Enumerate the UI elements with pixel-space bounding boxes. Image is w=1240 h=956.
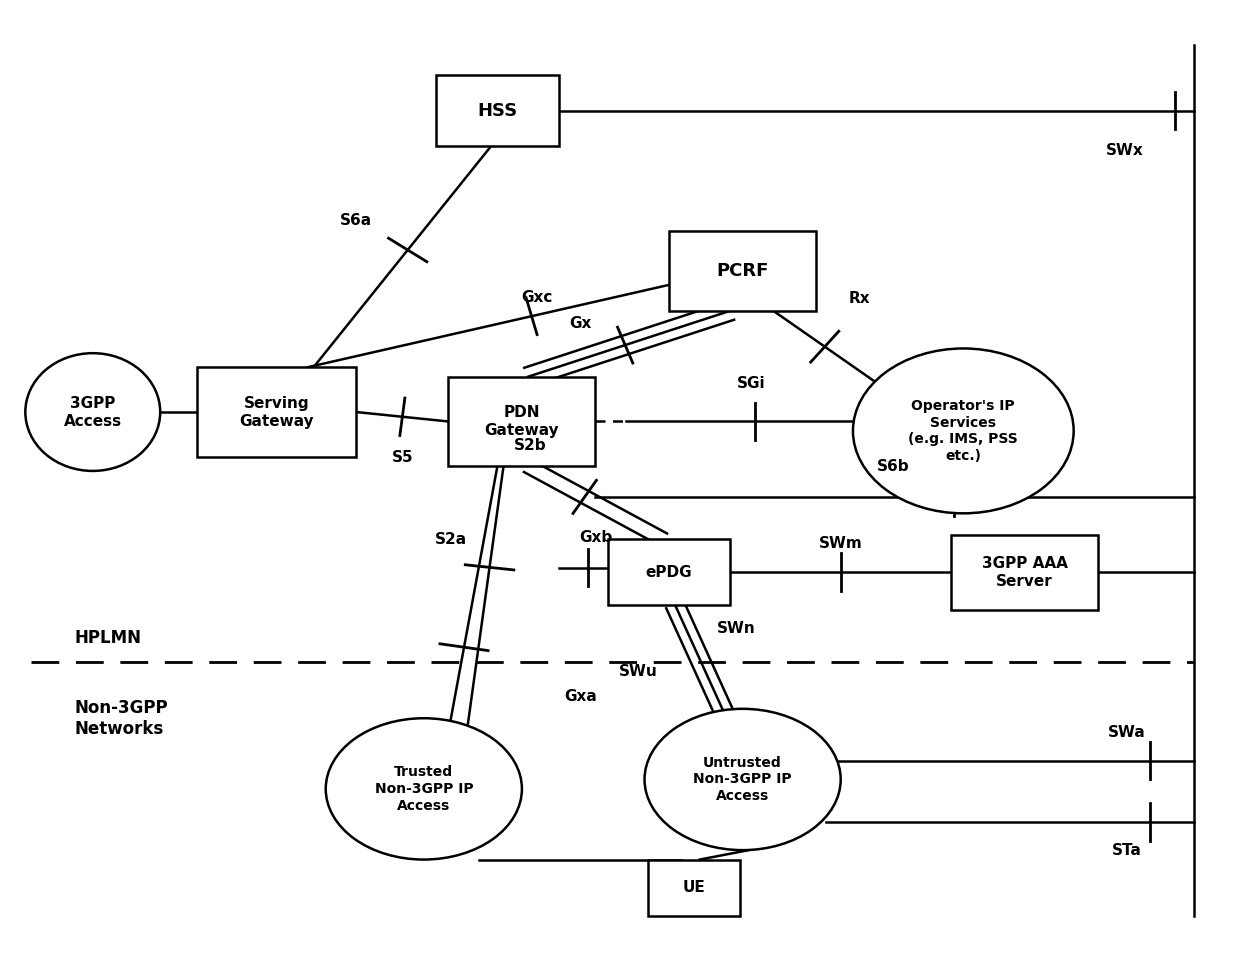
- Text: UE: UE: [682, 880, 706, 896]
- Text: Serving
Gateway: Serving Gateway: [239, 396, 314, 428]
- Ellipse shape: [645, 708, 841, 850]
- Text: Trusted
Non-3GPP IP
Access: Trusted Non-3GPP IP Access: [374, 765, 474, 813]
- Text: 3GPP
Access: 3GPP Access: [63, 396, 122, 428]
- FancyBboxPatch shape: [670, 230, 816, 311]
- FancyBboxPatch shape: [951, 534, 1099, 610]
- FancyBboxPatch shape: [449, 377, 595, 467]
- Text: PCRF: PCRF: [717, 262, 769, 280]
- Text: SWm: SWm: [818, 536, 863, 552]
- FancyBboxPatch shape: [197, 367, 356, 457]
- Text: Rx: Rx: [848, 292, 870, 307]
- Text: S6b: S6b: [877, 459, 910, 474]
- Text: SWx: SWx: [1106, 142, 1145, 158]
- Text: HPLMN: HPLMN: [74, 629, 141, 647]
- Text: S6a: S6a: [340, 213, 372, 228]
- FancyBboxPatch shape: [608, 539, 730, 605]
- Text: ePDG: ePDG: [646, 565, 692, 579]
- Text: S2a: S2a: [435, 532, 466, 547]
- Ellipse shape: [25, 353, 160, 471]
- Text: Non-3GPP
Networks: Non-3GPP Networks: [74, 699, 167, 738]
- FancyBboxPatch shape: [436, 76, 559, 146]
- Text: SWn: SWn: [717, 621, 756, 637]
- Text: Operator's IP
Services
(e.g. IMS, PSS
etc.): Operator's IP Services (e.g. IMS, PSS et…: [909, 399, 1018, 463]
- Text: S2b: S2b: [515, 438, 547, 452]
- Text: Gxa: Gxa: [564, 689, 598, 704]
- FancyBboxPatch shape: [647, 859, 739, 916]
- Text: SWa: SWa: [1107, 725, 1146, 740]
- Text: 3GPP AAA
Server: 3GPP AAA Server: [982, 555, 1068, 589]
- Text: SWu: SWu: [619, 663, 657, 679]
- Text: S5: S5: [392, 449, 413, 465]
- Text: Untrusted
Non-3GPP IP
Access: Untrusted Non-3GPP IP Access: [693, 756, 792, 803]
- Text: SGi: SGi: [737, 377, 765, 391]
- Text: HSS: HSS: [477, 101, 517, 120]
- Text: Gxb: Gxb: [579, 530, 613, 545]
- Ellipse shape: [853, 348, 1074, 513]
- Text: STa: STa: [1111, 842, 1141, 858]
- Ellipse shape: [326, 718, 522, 859]
- Text: PDN
Gateway: PDN Gateway: [485, 405, 559, 438]
- Text: Gxc: Gxc: [521, 290, 552, 305]
- Text: Gx: Gx: [569, 315, 591, 331]
